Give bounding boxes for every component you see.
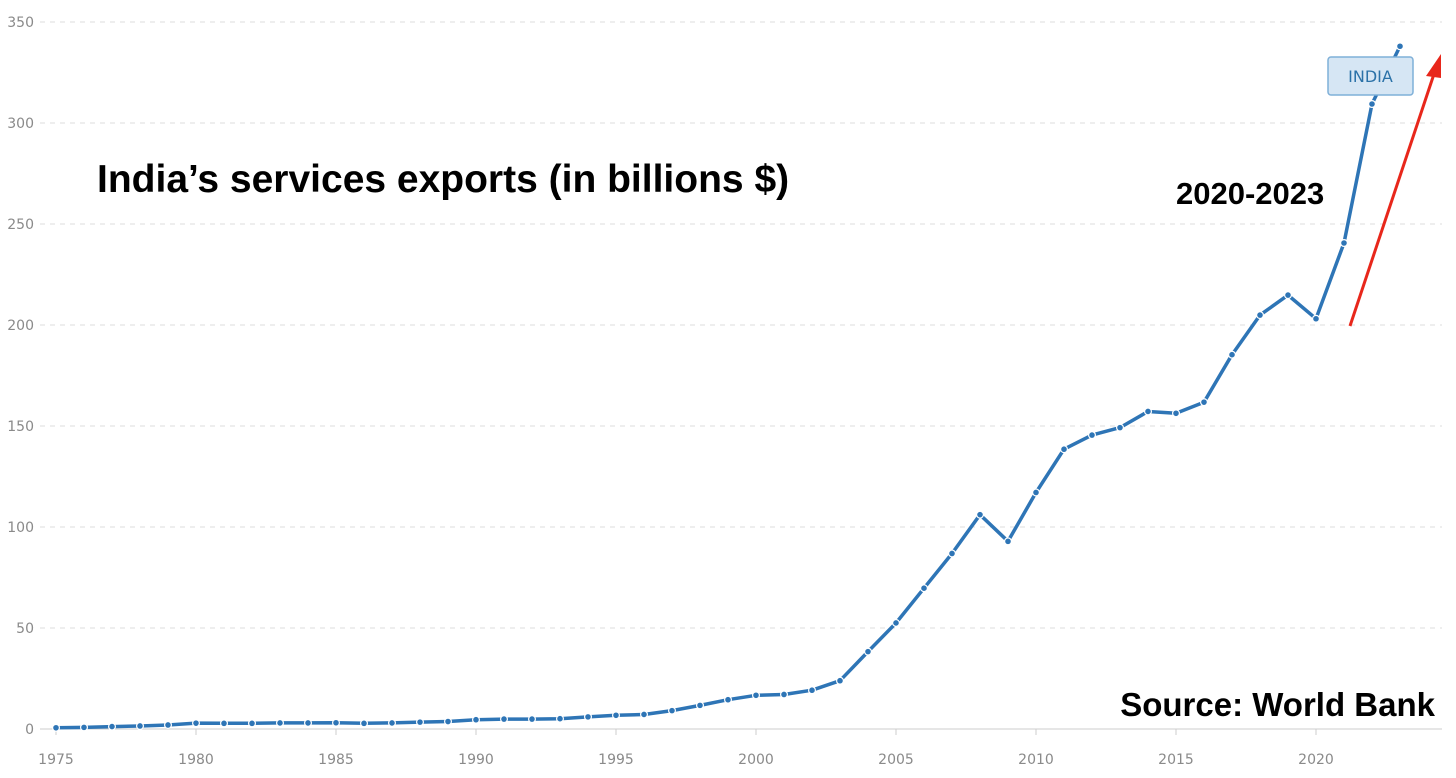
data-point-1986	[360, 719, 369, 728]
x-tick-label: 1990	[458, 752, 494, 768]
data-point-2011	[1059, 445, 1068, 454]
x-tick-label: 1985	[318, 752, 354, 768]
period-annotation: 2020-2023	[1176, 176, 1324, 211]
data-point-2018	[1255, 311, 1264, 320]
x-tick-label: 1995	[598, 752, 634, 768]
data-point-2009	[1003, 537, 1012, 546]
data-point-1985	[332, 718, 341, 727]
data-point-1993	[555, 714, 564, 723]
data-point-2006	[919, 584, 928, 593]
data-point-1991	[500, 715, 509, 724]
x-tick-label: 2020	[1298, 752, 1334, 768]
y-tick-label: 100	[7, 520, 34, 536]
x-tick-label: 1975	[38, 752, 74, 768]
data-point-1983	[276, 718, 285, 727]
x-tick-label: 2015	[1158, 752, 1194, 768]
y-tick-label: 300	[7, 116, 34, 132]
data-point-1996	[639, 710, 648, 719]
source-note: Source: World Bank	[1120, 686, 1435, 723]
x-axis-ticks: 1975 1980 1985 1990 1995 2000 2005 2010 2015 2020	[38, 729, 1334, 768]
data-point-2016	[1199, 398, 1208, 407]
y-tick-label: 200	[7, 318, 34, 334]
data-point-1998	[695, 701, 704, 710]
data-point-1984	[304, 718, 313, 727]
data-point-2002	[807, 686, 816, 695]
data-point-2019	[1283, 291, 1292, 300]
data-point-1982	[248, 719, 257, 728]
data-point-2004	[863, 647, 872, 656]
data-point-1981	[220, 719, 229, 728]
data-points	[51, 42, 1404, 732]
data-point-1980	[192, 719, 201, 728]
data-point-1992	[527, 715, 536, 724]
data-point-1979	[164, 720, 173, 729]
trend-arrow	[1348, 54, 1441, 327]
data-point-2008	[975, 510, 984, 519]
data-point-1975	[51, 723, 60, 732]
series-label-tag: INDIA	[1327, 56, 1414, 96]
data-point-2022	[1367, 100, 1376, 109]
y-axis-ticks: 0 50 100 150 200 250 300 350	[7, 15, 34, 738]
series-line-india	[54, 44, 1402, 730]
data-point-2017	[1227, 350, 1236, 359]
data-point-1989	[444, 717, 453, 726]
data-point-1997	[667, 706, 676, 715]
data-point-2012	[1087, 431, 1096, 440]
y-tick-label: 150	[7, 419, 34, 435]
data-point-2021	[1339, 238, 1348, 247]
data-point-1990	[472, 715, 481, 724]
data-point-2020	[1311, 314, 1320, 323]
data-point-2014	[1143, 407, 1152, 416]
data-point-2005	[891, 618, 900, 627]
data-point-1999	[723, 695, 732, 704]
x-tick-label: 2010	[1018, 752, 1054, 768]
y-tick-label: 350	[7, 15, 34, 31]
data-point-2001	[779, 690, 788, 699]
data-point-1976	[79, 723, 88, 732]
x-tick-label: 1980	[178, 752, 214, 768]
chart-title: India’s services exports (in billions $)	[97, 158, 789, 201]
data-point-2003	[835, 676, 844, 685]
data-point-2013	[1115, 423, 1124, 432]
data-point-2007	[947, 549, 956, 558]
data-point-2015	[1171, 409, 1180, 418]
data-point-1988	[416, 718, 425, 727]
gridlines	[40, 21, 1442, 629]
data-point-1978	[136, 721, 145, 730]
data-point-1987	[388, 718, 397, 727]
data-point-2000	[751, 691, 760, 700]
x-tick-label: 2005	[878, 752, 914, 768]
data-point-1995	[611, 711, 620, 720]
data-point-2010	[1031, 488, 1040, 497]
y-tick-label: 50	[16, 621, 34, 637]
x-tick-label: 2000	[738, 752, 774, 768]
data-point-2023	[1395, 42, 1404, 51]
y-tick-label: 250	[7, 217, 34, 233]
data-point-1977	[107, 722, 116, 731]
series-label-text: INDIA	[1348, 67, 1393, 86]
data-point-1994	[583, 712, 592, 721]
y-tick-label: 0	[25, 722, 34, 738]
